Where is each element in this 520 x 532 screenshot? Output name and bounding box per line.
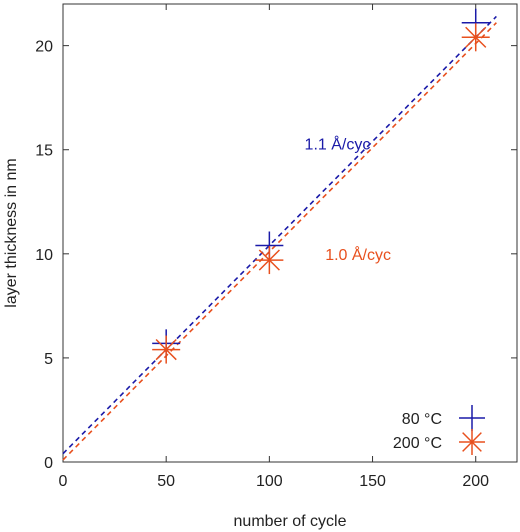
y-tick-label: 0 [44,455,53,472]
data-point-1-1 [255,246,284,275]
fit-label-0: 1.1 Å/cyc [305,135,371,154]
y-tick-label: 20 [35,39,53,56]
data-point-1-0 [152,335,181,364]
plot-frame [62,3,518,463]
x-tick-label: 0 [59,473,68,490]
legend-marker-0 [459,405,485,431]
fit-label-1: 1.0 Å/cyc [325,245,391,264]
x-tick-label: 200 [462,473,489,490]
fit-line-1 [62,22,497,461]
legend-marker-1 [459,429,485,455]
legend-label-0: 80 °C [402,411,442,428]
x-axis-title: number of cycle [234,513,347,530]
y-axis-title: layer thickness in nm [3,158,20,307]
x-tick-label: 150 [359,473,386,490]
x-tick-label: 50 [157,473,175,490]
y-tick-label: 5 [44,351,53,368]
fit-line-0 [62,15,497,455]
x-tick-label: 100 [256,473,283,490]
data-point-1-2 [461,23,490,52]
y-tick-label: 10 [35,247,53,264]
legend-label-1: 200 °C [393,435,442,452]
y-tick-label: 15 [35,143,53,160]
